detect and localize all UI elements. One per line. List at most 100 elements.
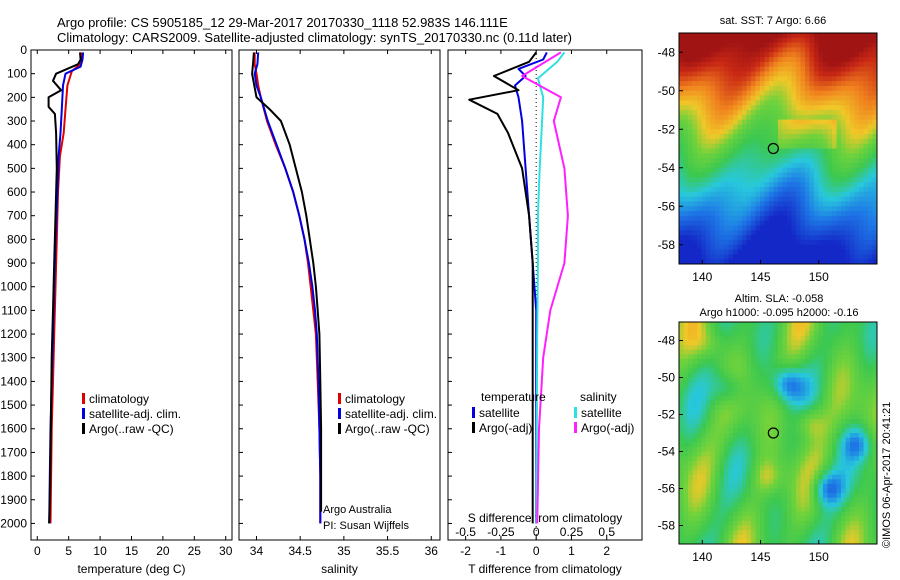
map-cell xyxy=(859,530,865,536)
map-cell xyxy=(710,114,716,121)
map-cell xyxy=(800,409,806,416)
map-cell xyxy=(737,119,743,126)
map-cell xyxy=(818,349,824,355)
map-cell xyxy=(859,196,865,203)
map-cell xyxy=(719,211,725,217)
map-cell xyxy=(724,340,730,346)
map-cell xyxy=(746,437,752,443)
map-cell xyxy=(701,129,707,135)
map-cell xyxy=(773,511,779,517)
map-cell xyxy=(755,191,761,198)
map-cell xyxy=(692,42,698,49)
map-cell xyxy=(742,85,748,92)
map-cell xyxy=(832,479,838,485)
map-cell xyxy=(778,474,784,480)
map-cell xyxy=(850,124,856,130)
map-cell xyxy=(764,37,770,44)
map-cell xyxy=(715,249,721,255)
map-cell xyxy=(683,114,689,121)
map-cell xyxy=(719,525,725,531)
map-cell xyxy=(679,446,685,453)
map-cell xyxy=(782,33,788,39)
map-cell xyxy=(715,114,721,121)
map-cell xyxy=(872,456,877,462)
map-cell xyxy=(859,456,865,462)
map-cell xyxy=(818,442,824,448)
map-cell xyxy=(733,172,739,178)
map-cell xyxy=(746,110,752,116)
map-cell xyxy=(764,259,770,264)
map-cell xyxy=(832,433,838,439)
map-cell xyxy=(710,33,716,39)
map-cell xyxy=(710,372,716,379)
map-cell xyxy=(832,191,838,198)
map-cell xyxy=(728,105,734,111)
map-cell xyxy=(710,428,716,434)
map-cell xyxy=(845,451,851,457)
map-cell xyxy=(836,493,842,499)
map-cell xyxy=(724,400,730,406)
map-cell xyxy=(778,331,784,337)
map-cell xyxy=(850,61,856,68)
map-cell xyxy=(755,525,761,531)
map-cell xyxy=(854,345,860,351)
map-cell xyxy=(755,419,761,425)
map-cell xyxy=(715,90,721,97)
map-cell xyxy=(868,382,874,388)
map-cell xyxy=(778,114,784,121)
map-cell xyxy=(697,530,703,536)
map-cell xyxy=(773,47,779,53)
map-cell xyxy=(827,345,833,351)
map-cell xyxy=(715,511,721,517)
map-cell xyxy=(827,33,833,39)
map-cell xyxy=(859,386,865,392)
map-cell xyxy=(827,442,833,448)
map-cell xyxy=(764,377,770,383)
map-cell xyxy=(841,372,847,379)
map-cell xyxy=(827,326,833,332)
y-tick-label: 1400 xyxy=(0,374,27,388)
map-cell xyxy=(683,340,689,346)
map-cell xyxy=(742,33,748,39)
map-cell xyxy=(872,148,877,154)
map-cell xyxy=(697,138,703,145)
map-cell xyxy=(719,254,725,260)
map-cell xyxy=(787,158,793,164)
map-cell xyxy=(854,493,860,499)
map-cell xyxy=(854,331,860,337)
map-cell xyxy=(755,423,761,429)
map-cell xyxy=(872,162,877,169)
map-cell xyxy=(872,419,877,425)
map-cell xyxy=(850,511,856,517)
map-cell xyxy=(728,474,734,480)
map-cell xyxy=(755,52,761,58)
map-cell xyxy=(760,488,766,494)
map-cell xyxy=(719,182,725,188)
map-cell xyxy=(701,162,707,169)
map-cell xyxy=(724,259,730,264)
map-cell xyxy=(787,359,793,365)
map-cell xyxy=(832,134,838,140)
map-cell xyxy=(809,225,815,231)
map-cell xyxy=(832,249,838,255)
map-cell xyxy=(800,437,806,443)
map-cell xyxy=(818,520,824,527)
map-cell xyxy=(715,187,721,193)
map-cell xyxy=(773,114,779,121)
map-cell xyxy=(683,423,689,429)
map-cell xyxy=(791,215,797,222)
map-cell xyxy=(818,191,824,198)
map-cell xyxy=(823,405,829,411)
map-cell xyxy=(850,419,856,425)
map-cell xyxy=(809,502,815,508)
map-cell xyxy=(863,162,869,169)
map-cell xyxy=(823,359,829,365)
map-cell xyxy=(782,66,788,73)
map-cell xyxy=(796,382,802,388)
map-cell xyxy=(724,451,730,457)
map-cell xyxy=(701,470,707,476)
map-cell xyxy=(724,162,730,169)
map-cell xyxy=(836,326,842,332)
y-tick-label: 1000 xyxy=(0,280,27,294)
map-cell xyxy=(872,516,877,522)
